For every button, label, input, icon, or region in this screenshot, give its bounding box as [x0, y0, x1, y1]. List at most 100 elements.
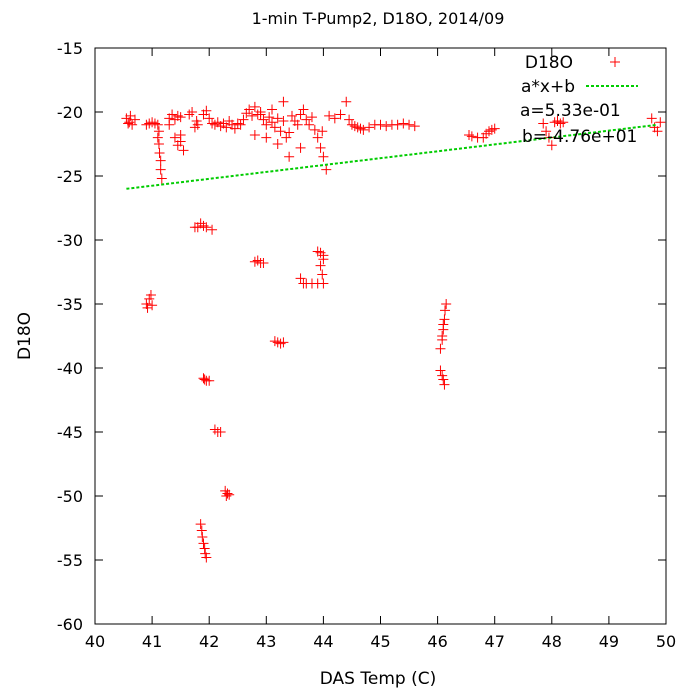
data-point — [295, 142, 306, 153]
legend-marker-d18o — [610, 57, 620, 67]
data-point — [215, 427, 226, 437]
data-point — [244, 104, 255, 115]
data-point — [318, 151, 329, 162]
legend-label-fit: a*x+b — [521, 77, 575, 97]
data-point — [147, 117, 158, 128]
data-point — [178, 145, 189, 156]
legend: D18O a*x+b — [521, 53, 638, 97]
data-point — [344, 114, 355, 125]
data-point — [652, 126, 663, 137]
data-point — [275, 338, 286, 349]
data-point — [295, 109, 306, 120]
data-point — [127, 119, 138, 130]
data-point — [358, 124, 369, 135]
data-point — [201, 552, 212, 563]
data-point — [153, 139, 164, 149]
x-tick-label: 40 — [85, 632, 105, 651]
data-point — [192, 119, 203, 130]
data-point — [153, 126, 164, 137]
data-point — [198, 220, 209, 231]
data-point — [317, 126, 328, 137]
data-point — [258, 258, 269, 269]
x-tick-label: 48 — [542, 632, 562, 651]
data-point — [269, 122, 280, 133]
data-point — [272, 113, 283, 124]
data-point — [278, 115, 289, 126]
data-point — [329, 113, 340, 124]
data-point — [199, 543, 210, 554]
data-point — [278, 96, 289, 107]
data-point — [278, 337, 289, 348]
data-point — [318, 254, 329, 265]
data-point — [201, 105, 212, 116]
data-point — [209, 424, 220, 435]
data-point — [267, 104, 278, 115]
data-point — [169, 132, 180, 143]
data-point — [298, 104, 309, 115]
y-tick-label: -35 — [57, 295, 83, 314]
data-point — [261, 119, 272, 130]
data-point — [286, 110, 297, 121]
data-point — [295, 273, 306, 284]
data-point — [483, 126, 494, 137]
data-point — [375, 119, 386, 130]
data-point — [306, 112, 317, 123]
y-tick-label: -20 — [57, 103, 83, 122]
data-point — [538, 118, 549, 129]
data-point — [207, 118, 218, 129]
data-point — [341, 96, 352, 107]
data-point — [281, 132, 292, 143]
data-point — [167, 109, 178, 120]
data-point — [198, 538, 209, 549]
data-point — [440, 305, 451, 316]
data-point — [438, 374, 449, 385]
data-point — [156, 173, 167, 184]
data-point — [147, 300, 158, 311]
x-tick-label: 49 — [599, 632, 619, 651]
data-point — [221, 122, 232, 133]
data-point — [155, 155, 166, 166]
data-point — [655, 117, 666, 128]
data-point — [309, 124, 320, 135]
data-point — [312, 132, 323, 143]
data-point — [249, 256, 260, 267]
data-point — [364, 122, 375, 133]
y-tick-label: -40 — [57, 359, 83, 378]
data-point — [304, 119, 315, 130]
data-point — [209, 119, 220, 130]
x-axis-label: DAS Temp (C) — [320, 669, 436, 689]
data-point — [264, 112, 275, 123]
data-point — [204, 113, 215, 124]
data-point — [200, 548, 211, 559]
data-point — [301, 114, 312, 125]
data-point — [272, 139, 283, 149]
data-point — [321, 164, 332, 175]
y-tick-label: -30 — [57, 231, 83, 250]
data-point — [201, 222, 212, 233]
y-tick-label: -25 — [57, 167, 83, 186]
data-point — [349, 121, 360, 132]
data-point — [404, 119, 415, 130]
data-point — [267, 117, 278, 128]
data-point — [489, 123, 500, 134]
data-point — [258, 114, 269, 125]
data-point — [437, 370, 448, 381]
data-point — [275, 126, 286, 137]
data-point — [129, 114, 140, 125]
data-point — [145, 290, 156, 301]
data-point — [142, 302, 153, 313]
data-point — [125, 110, 136, 121]
data-point — [252, 255, 263, 266]
y-tick-label: -50 — [57, 487, 83, 506]
data-point — [141, 119, 152, 130]
x-tick-label: 43 — [256, 632, 276, 651]
data-point — [381, 121, 392, 132]
data-point — [229, 123, 240, 134]
data-point — [141, 299, 152, 309]
y-tick-label: -45 — [57, 423, 83, 442]
data-point — [439, 314, 450, 325]
data-point — [184, 109, 195, 120]
data-point — [541, 126, 552, 137]
data-point — [235, 119, 246, 130]
